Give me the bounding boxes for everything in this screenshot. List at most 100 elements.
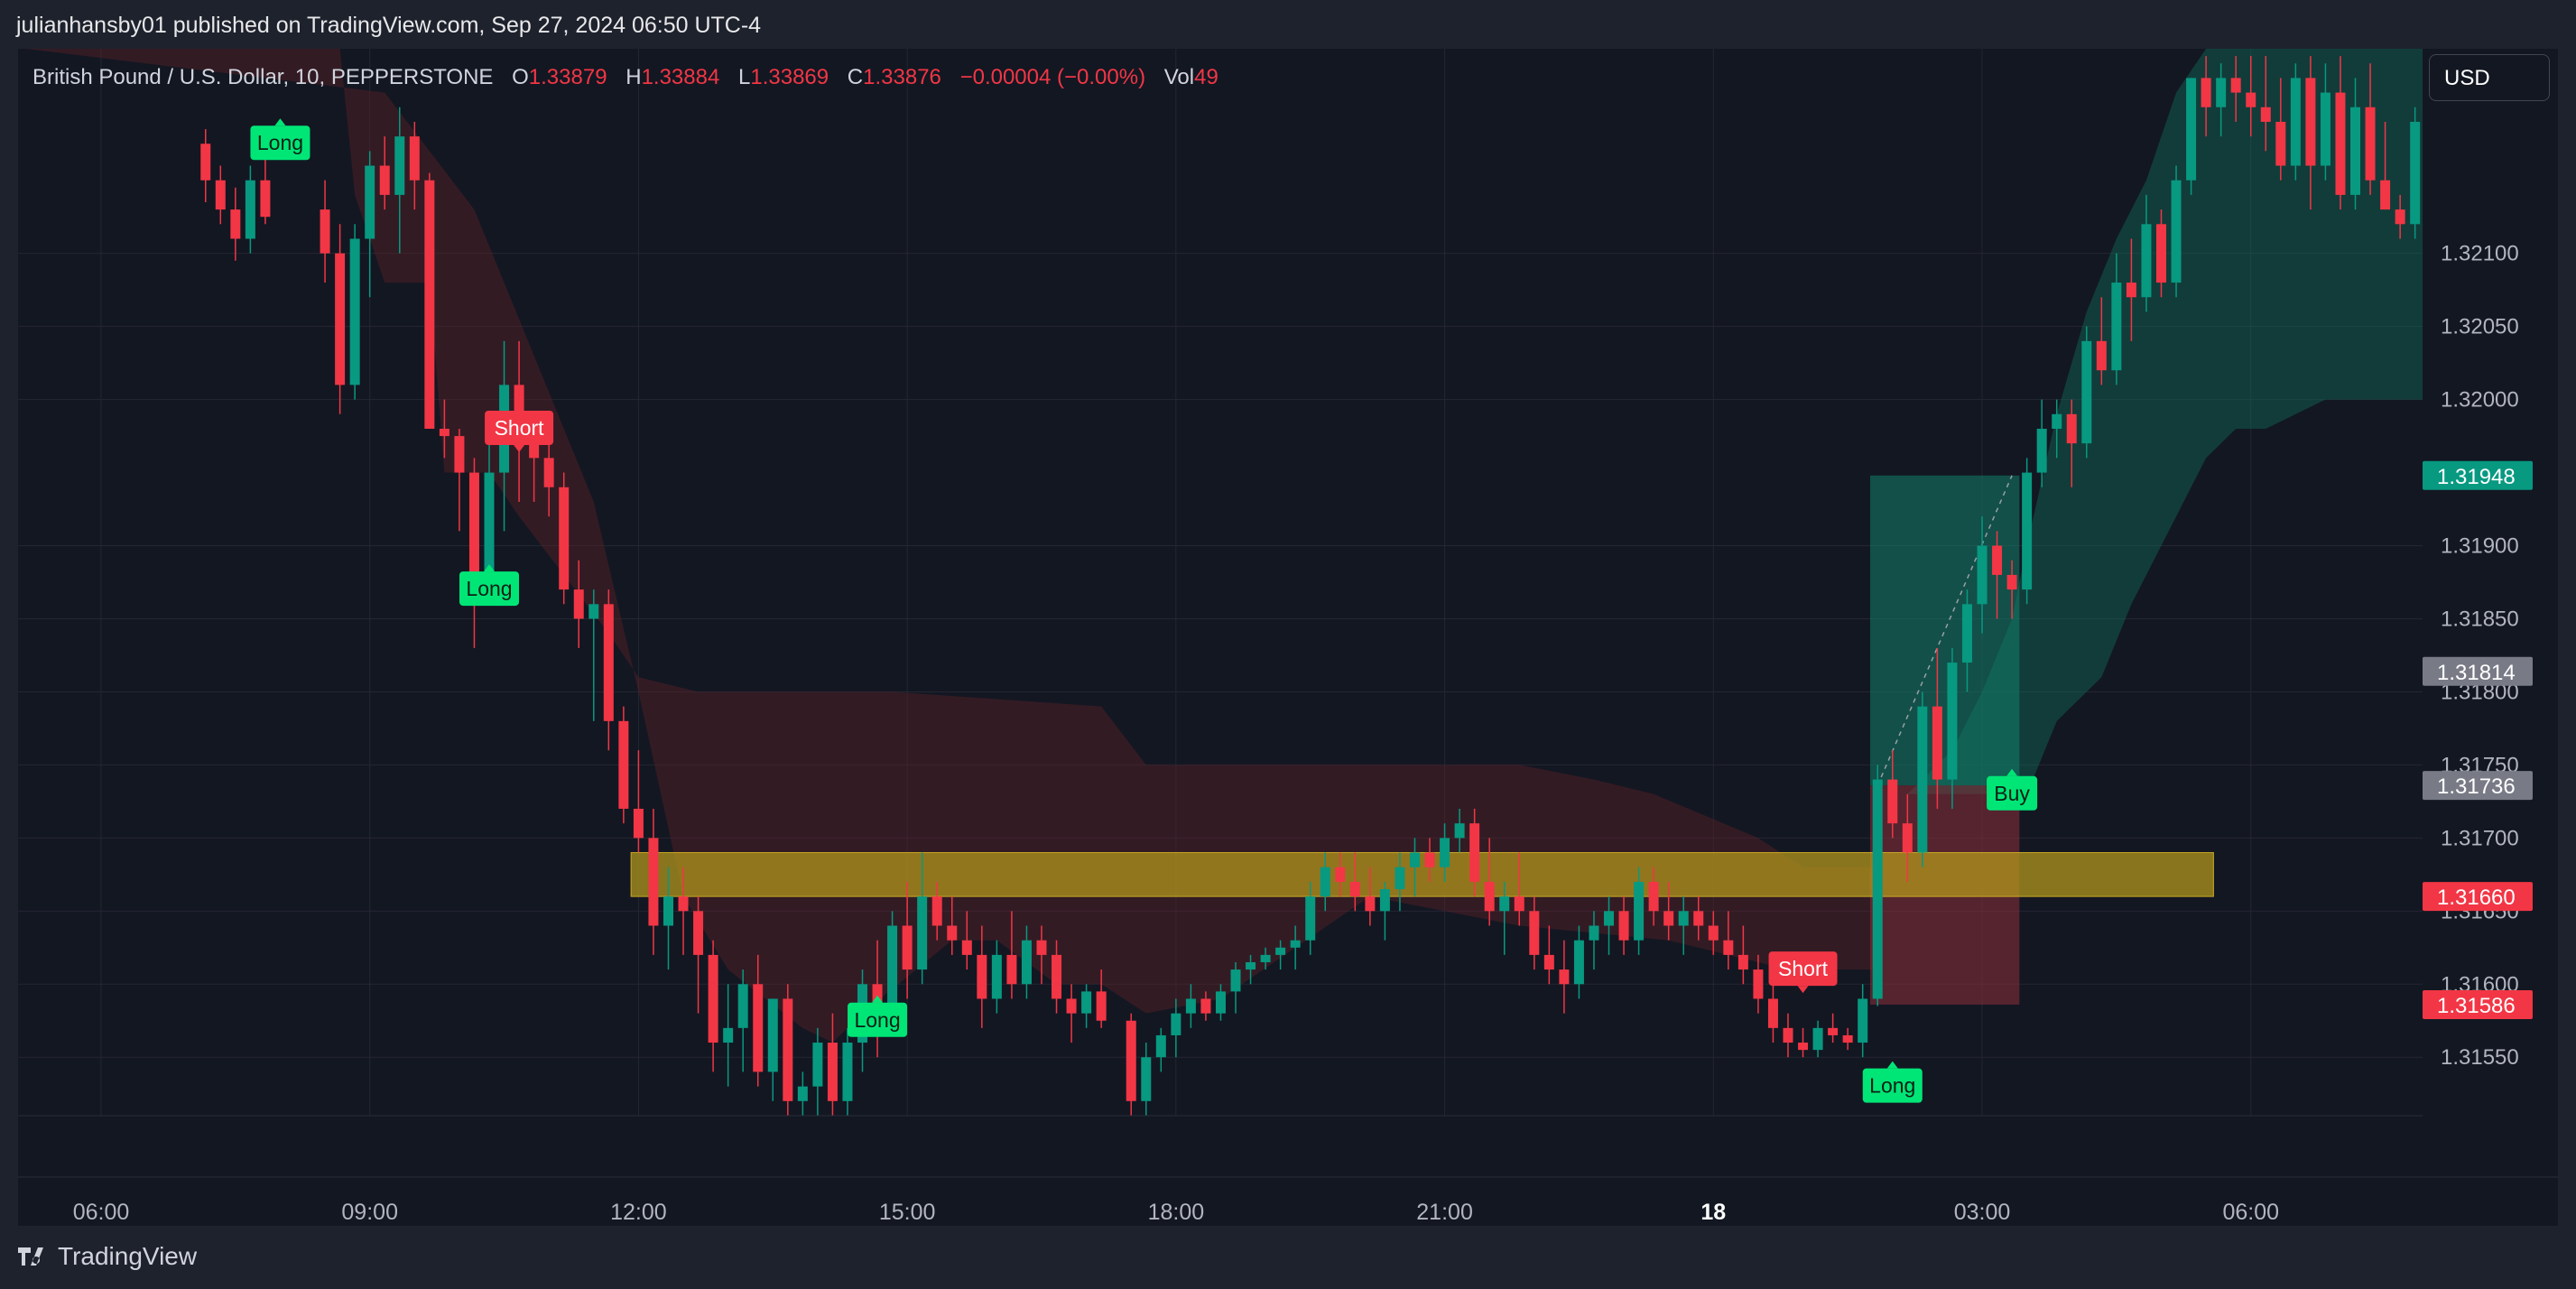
candle-body [1947, 663, 1958, 780]
signal-label: Short [1778, 957, 1829, 980]
candle-body [1514, 896, 1524, 912]
candle-body [1917, 706, 1928, 853]
candle-body [2275, 121, 2286, 166]
change-value: −0.00004 (−0.00%) [959, 65, 1146, 89]
candle-body [543, 458, 554, 487]
price-label-tag [2423, 989, 2533, 1019]
candle-body [2171, 180, 2182, 283]
volume-label: Vol [1163, 65, 1195, 89]
candle-body [1828, 1027, 1839, 1035]
candle-body [2365, 107, 2376, 181]
price-label-tag [2423, 656, 2533, 686]
signal-badge-bg [459, 571, 520, 607]
candle-body [1424, 852, 1435, 867]
price-label-text: 1.31948 [2437, 465, 2516, 489]
chart-pane[interactable]: Long Short Long Long Short Long Buy 1.31550 1.31… [18, 49, 2558, 1226]
close-label: C [847, 65, 864, 89]
currency-button[interactable]: USD [2429, 54, 2550, 101]
candle-body [678, 896, 689, 912]
candle-body [1663, 911, 1674, 926]
tradingview-logo[interactable]: TradingView [18, 1242, 197, 1271]
candle-body [1604, 911, 1615, 926]
price-tick-label: 1.32050 [2441, 315, 2519, 339]
signal-badge-long: Long [459, 564, 520, 607]
candle-body [887, 925, 898, 1014]
candle-body [1230, 969, 1241, 992]
time-tick-label: 12:00 [610, 1200, 667, 1225]
brand-name: TradingView [58, 1242, 198, 1270]
signal-badge-bg [848, 1002, 908, 1037]
time-tick-label: 09:00 [341, 1200, 398, 1225]
price-label-text: 1.31660 [2437, 886, 2516, 910]
candle-body [1559, 969, 1570, 985]
candle-body [2380, 180, 2391, 210]
candle-body [1275, 947, 1286, 955]
candle-body [1961, 604, 1972, 663]
open-value: 1.33879 [528, 65, 607, 89]
publisher-text: julianhansby01 published on TradingView.… [16, 13, 762, 38]
signal-badge-short: Short [1768, 951, 1838, 994]
candle-body [947, 925, 958, 941]
candle-body [1767, 998, 1778, 1028]
candle-body [230, 209, 241, 239]
candle-body [260, 180, 271, 218]
candle-body [588, 604, 599, 619]
candle-body [1021, 940, 1032, 985]
price-chart[interactable]: Long Short Long Long Short Long Buy 1.31550 1.31… [18, 49, 2558, 1226]
candle-body [1246, 961, 1256, 970]
candle-body [1395, 867, 1405, 890]
candle-body [812, 1043, 823, 1087]
candle-body [200, 144, 211, 181]
signal-badge-long: Long [1862, 1061, 1923, 1103]
bullish-cloud [1877, 49, 2423, 794]
close-value: 1.33876 [863, 65, 941, 89]
candle-body [1693, 911, 1704, 926]
price-tick-label: 1.31550 [2441, 1045, 2519, 1070]
signal-pointer [1886, 1061, 1898, 1069]
candle-body [320, 209, 330, 254]
time-tick-label: 06:00 [73, 1200, 130, 1225]
signal-badge-bg [250, 125, 310, 161]
signal-label: Short [495, 416, 545, 440]
candle-body [1081, 991, 1092, 1014]
price-tick-label: 1.32100 [2441, 242, 2519, 266]
candle-body [797, 1086, 808, 1101]
candle-body [633, 808, 644, 839]
candle-body [1812, 1027, 1823, 1051]
candle-body [1260, 954, 1271, 962]
price-tick-label: 1.31900 [2441, 534, 2519, 559]
candle-body [409, 136, 420, 181]
price-axis-bg [2423, 49, 2558, 1226]
candle-body [2036, 428, 2047, 473]
candle-body [439, 428, 449, 437]
candle-body [2350, 107, 2361, 195]
footer-bar [0, 1226, 2576, 1289]
price-label-tag [2423, 460, 2533, 490]
high-value: 1.33884 [641, 65, 720, 89]
candle-body [961, 940, 972, 955]
supply-demand-zone [630, 852, 2214, 897]
signal-badge-bg [485, 410, 554, 445]
candle-body [2022, 472, 2033, 590]
candle-body [648, 838, 659, 926]
candle-body [1543, 954, 1554, 970]
candle-body [1499, 896, 1510, 912]
candle-body [708, 954, 718, 1043]
candle-body [1379, 889, 1390, 912]
candle-body [2141, 224, 2152, 298]
candle-body [1096, 991, 1107, 1021]
signal-pointer [484, 564, 496, 572]
candle-body [1066, 998, 1077, 1014]
candle-body [573, 589, 584, 619]
candle-body [1737, 954, 1748, 970]
candle-body [514, 385, 524, 429]
signal-label: Long [257, 131, 303, 154]
candle-body [991, 954, 1002, 999]
time-tick-label: 03:00 [1954, 1200, 2011, 1225]
candle-body [2126, 283, 2136, 298]
candle-body [2155, 224, 2166, 283]
candle-body [1454, 823, 1465, 839]
candle-body [767, 998, 778, 1072]
signal-pointer [1797, 986, 1809, 994]
signal-pointer [514, 444, 525, 452]
